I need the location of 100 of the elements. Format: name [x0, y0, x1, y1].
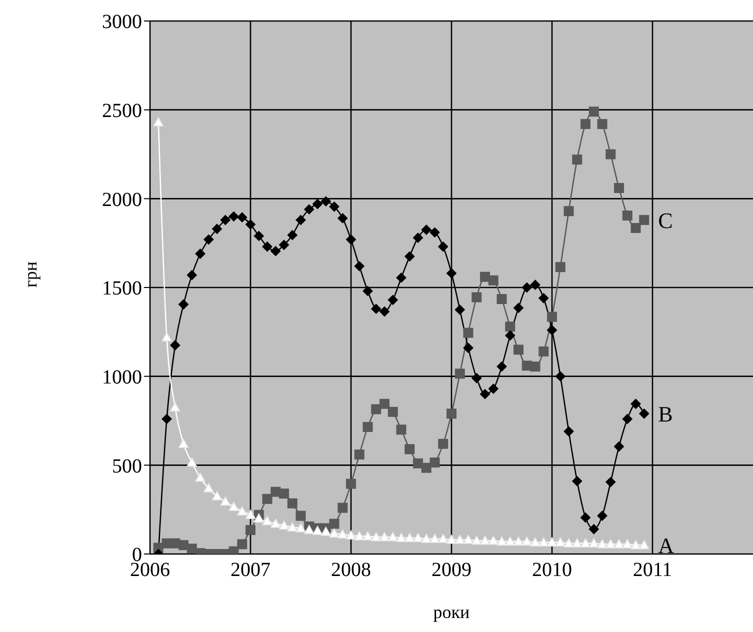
point: [380, 306, 390, 316]
point: [287, 230, 298, 240]
point: [279, 240, 289, 250]
point: [304, 204, 314, 214]
point: [186, 270, 197, 280]
point: [220, 496, 230, 506]
point: [614, 183, 624, 194]
point: [186, 458, 197, 467]
x-tick-label: 2009: [432, 559, 472, 582]
point: [404, 251, 415, 262]
point: [170, 402, 180, 412]
point: [446, 408, 456, 419]
point: [380, 532, 390, 542]
point: [472, 292, 482, 302]
point: [454, 304, 465, 315]
point: [496, 536, 507, 546]
point: [312, 526, 322, 536]
point: [622, 539, 632, 548]
point: [388, 406, 398, 417]
point: [580, 538, 590, 548]
point: [538, 346, 549, 356]
x-axis-title: роки: [433, 602, 470, 622]
point: [639, 408, 650, 419]
point: [354, 450, 364, 460]
x-tick-label: 2008: [331, 559, 371, 582]
point: [639, 540, 650, 550]
point: [514, 344, 524, 355]
point: [588, 524, 599, 534]
point: [446, 268, 456, 278]
x-tick-label: 2010: [532, 559, 572, 582]
point: [396, 533, 406, 542]
point: [488, 384, 498, 394]
point: [338, 213, 348, 224]
point: [178, 299, 188, 310]
y-tick-label: 2500: [102, 100, 142, 122]
point: [262, 516, 272, 526]
point: [270, 518, 281, 528]
point: [246, 219, 256, 230]
point: [630, 540, 641, 550]
point: [346, 234, 356, 245]
point: [380, 398, 390, 409]
point: [296, 523, 306, 532]
point: [162, 414, 172, 424]
point: [304, 525, 314, 534]
point: [279, 520, 289, 530]
point: [538, 537, 549, 547]
point: [329, 528, 340, 538]
point: [606, 539, 616, 548]
point: [555, 262, 566, 272]
point: [421, 534, 432, 543]
point: [404, 444, 415, 454]
point: [228, 546, 239, 554]
point: [354, 261, 364, 272]
point: [170, 340, 180, 350]
point: [622, 210, 632, 221]
point: [588, 106, 599, 117]
point: [472, 373, 482, 384]
point: [514, 302, 524, 313]
point: [454, 534, 465, 544]
point: [413, 533, 423, 542]
point: [204, 483, 214, 492]
point: [212, 224, 222, 234]
point: [630, 398, 641, 409]
point: [396, 272, 406, 283]
point: [338, 502, 348, 513]
point: [346, 478, 356, 489]
point: [555, 537, 566, 547]
point: [430, 458, 440, 468]
point: [622, 414, 632, 424]
point: [480, 389, 490, 400]
point: [178, 438, 188, 448]
point: [639, 214, 650, 225]
point: [538, 293, 549, 304]
point: [186, 544, 197, 554]
point: [262, 242, 272, 252]
point: [597, 119, 608, 130]
point: [430, 227, 440, 238]
point: [547, 537, 557, 547]
point: [388, 294, 398, 305]
point: [254, 230, 264, 241]
point: [329, 202, 340, 212]
y-tick-label: 500: [112, 455, 142, 478]
y-axis-title: грн: [20, 261, 40, 288]
point: [421, 462, 432, 473]
point: [488, 275, 498, 286]
point: [413, 232, 423, 243]
y-tick-label: 1000: [102, 366, 142, 388]
point: [564, 426, 574, 436]
point: [254, 513, 264, 523]
point: [597, 539, 608, 548]
point: [153, 117, 164, 126]
point: [606, 477, 616, 488]
point: [338, 529, 348, 539]
point: [488, 536, 498, 545]
point: [413, 458, 423, 468]
point: [496, 294, 507, 304]
point: [463, 342, 474, 353]
y-tick-label: 1500: [102, 278, 142, 300]
point: [354, 531, 364, 540]
point: [614, 442, 624, 452]
